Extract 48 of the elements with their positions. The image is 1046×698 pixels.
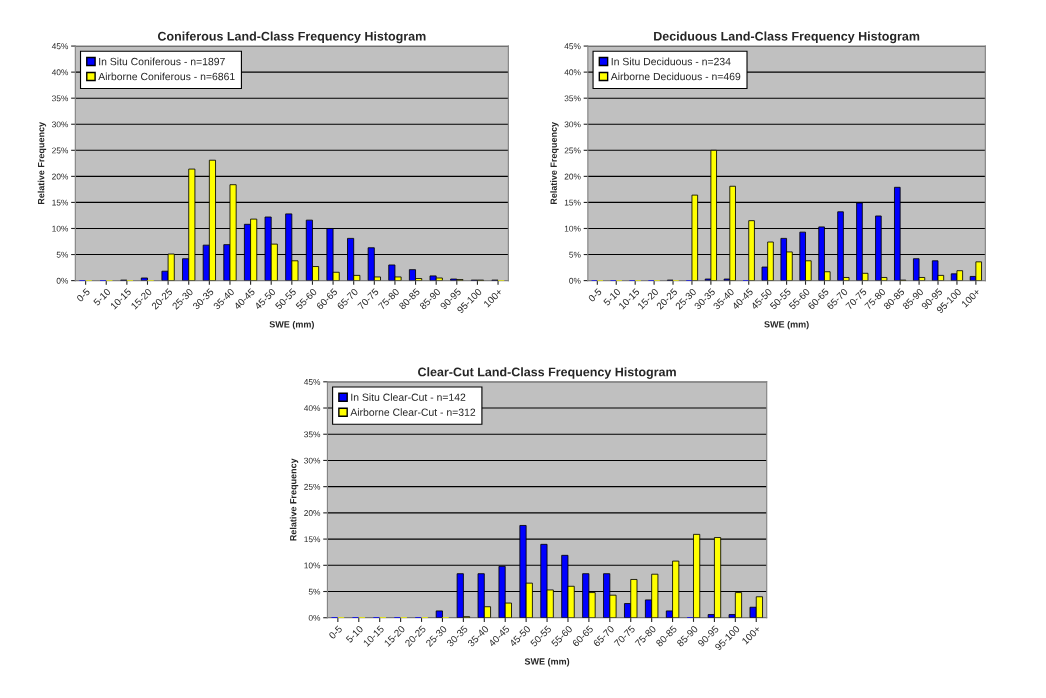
y-tick-label: 45% xyxy=(303,379,321,385)
y-tick-label: 0% xyxy=(569,277,581,284)
x-tick-label: 0-5 xyxy=(587,288,603,303)
y-tick-label: 25% xyxy=(304,483,321,490)
y-axis-title: Relative Frequency xyxy=(37,121,47,205)
chart-title: Clear-Cut Land-Class Frequency Histogram xyxy=(418,367,676,379)
y-tick-label: 40% xyxy=(303,405,321,412)
y-tick-label: 35% xyxy=(304,431,321,438)
y-tick-label: 45% xyxy=(51,43,69,50)
y-tick-label: 15% xyxy=(304,536,321,543)
y-tick-label: 30% xyxy=(52,121,69,128)
y-axis-title: Relative Frequency xyxy=(289,458,299,541)
legend-label: Airborne Deciduous - n=469 xyxy=(610,72,741,81)
y-tick-label: 5% xyxy=(569,251,581,258)
y-tick-label: 25% xyxy=(52,147,69,154)
y-tick-label: 30% xyxy=(304,457,321,464)
x-axis-title: SWE (mm) xyxy=(524,658,570,667)
y-tick-label: 10% xyxy=(52,225,69,232)
y-tick-label: 10% xyxy=(304,562,321,569)
x-tick-label: 0-5 xyxy=(76,288,91,303)
chart-title: Deciduous Land-Class Frequency Histogram xyxy=(654,31,920,44)
y-tick-label: 35% xyxy=(564,95,581,102)
y-tick-label: 15% xyxy=(564,199,581,206)
x-axis-title: SWE (mm) xyxy=(269,320,314,330)
y-tick-label: 30% xyxy=(564,121,581,128)
y-tick-label: 35% xyxy=(52,95,69,102)
legend-label: Airborne Coniferous - n=6861 xyxy=(98,72,235,81)
y-tick-label: 40% xyxy=(564,69,581,76)
legend-label: In Situ Deciduous - n=234 xyxy=(611,57,731,66)
legend-label: In Situ Coniferous - n=1897 xyxy=(99,57,225,66)
x-tick-label: 0-5 xyxy=(328,625,343,640)
y-tick-label: 10% xyxy=(564,225,581,232)
legend-label: Airborne Clear-Cut - n=312 xyxy=(350,408,476,416)
y-tick-label: 5% xyxy=(56,251,69,258)
y-tick-label: 20% xyxy=(564,173,581,180)
y-axis-title: Relative Frequency xyxy=(550,121,559,205)
y-tick-label: 0% xyxy=(56,277,69,284)
y-tick-label: 15% xyxy=(52,199,69,206)
chart-title: Coniferous Land-Class Frequency Histogram xyxy=(157,31,426,44)
y-tick-label: 0% xyxy=(308,614,321,621)
y-tick-label: 25% xyxy=(564,147,581,154)
y-tick-label: 5% xyxy=(308,588,321,595)
legend-label: In Situ Clear-Cut - n=142 xyxy=(351,393,466,401)
y-tick-label: 40% xyxy=(51,69,69,76)
y-tick-label: 20% xyxy=(52,173,69,180)
x-axis-title: SWE (mm) xyxy=(764,320,809,330)
y-tick-label: 45% xyxy=(564,43,581,50)
y-tick-label: 20% xyxy=(304,510,321,516)
